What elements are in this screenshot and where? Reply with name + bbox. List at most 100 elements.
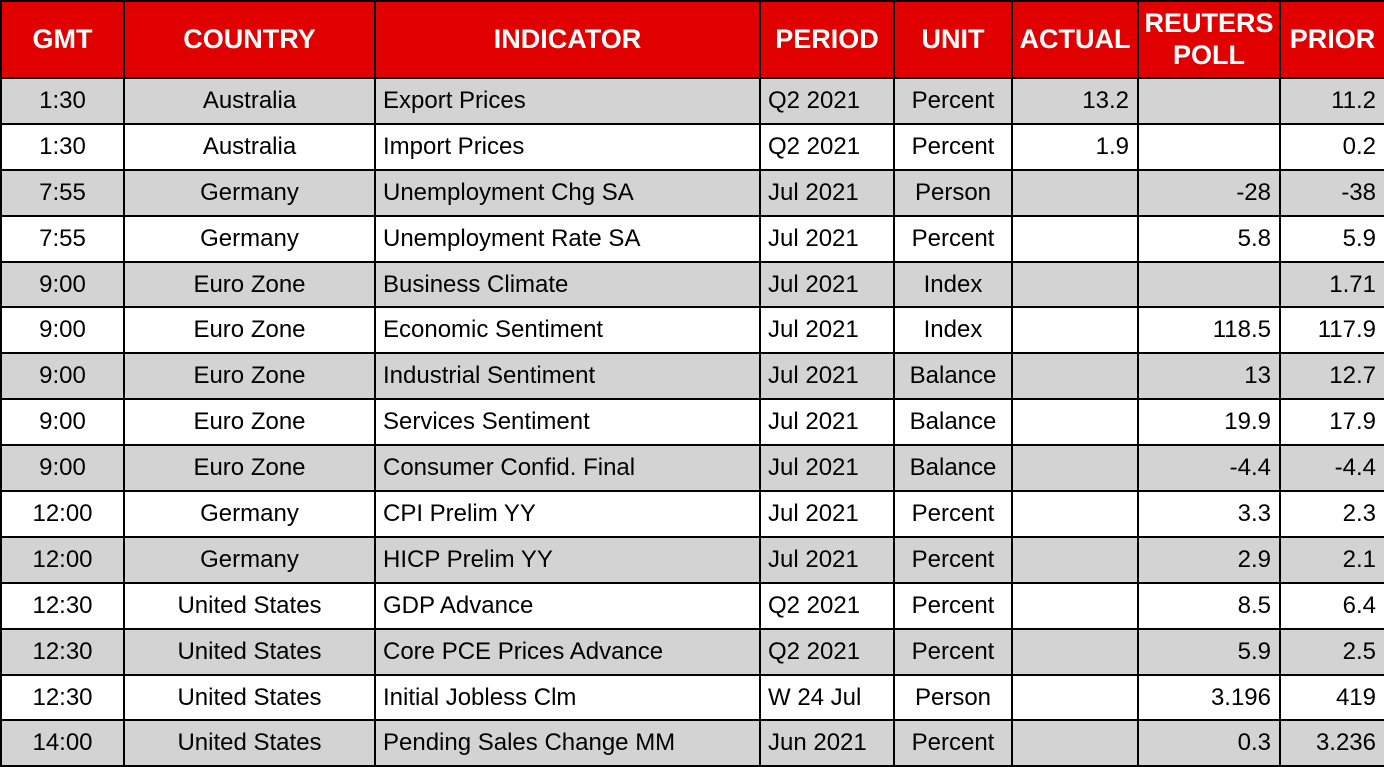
table-cell: 5.9 xyxy=(1137,627,1281,676)
table-cell xyxy=(1011,490,1139,538)
table-cell xyxy=(1011,444,1139,493)
table-cell: Jul 2021 xyxy=(759,398,895,447)
table-row: 9:00 Euro Zone Consumer Confid. Final Jul 2… xyxy=(0,444,1384,493)
table-cell: 419 xyxy=(1279,673,1384,722)
table-cell: Jul 2021 xyxy=(759,352,895,401)
table-cell: 12:00 xyxy=(0,490,125,538)
table-row: 12:00 Germany CPI Prelim YY Jul 2021 Percent… xyxy=(0,490,1384,538)
table-cell: 2.5 xyxy=(1279,627,1384,676)
column-header-reuters-poll: REUTERS POLL xyxy=(1137,0,1281,79)
table-cell: Balance xyxy=(893,352,1013,401)
table-row: 12:00 Germany HICP Prelim YY Jul 2021 Percen… xyxy=(0,535,1384,584)
table-cell: Germany xyxy=(123,535,376,584)
table-row: 1:30 Australia Export Prices Q2 2021 Percent… xyxy=(0,77,1384,125)
table-cell: Balance xyxy=(893,444,1013,493)
table-cell: Q2 2021 xyxy=(759,77,895,125)
table-cell: -4.4 xyxy=(1137,444,1281,493)
table-row: 9:00 Euro Zone Industrial Sentiment Jul 202… xyxy=(0,352,1384,401)
table-cell: Index xyxy=(893,306,1013,355)
table-cell: 3.236 xyxy=(1279,719,1384,767)
table-cell: 0.3 xyxy=(1137,719,1281,767)
table-cell: Jul 2021 xyxy=(759,260,895,309)
table-cell: Percent xyxy=(893,719,1013,767)
table-cell xyxy=(1011,260,1139,309)
table-cell: Germany xyxy=(123,168,376,217)
table-cell: Export Prices xyxy=(374,77,761,125)
table-cell: 117.9 xyxy=(1279,306,1384,355)
table-cell: 12:30 xyxy=(0,627,125,676)
table-cell: Percent xyxy=(893,581,1013,630)
table-cell: Jun 2021 xyxy=(759,719,895,767)
table-cell: Euro Zone xyxy=(123,444,376,493)
table-cell: United States xyxy=(123,627,376,676)
table-cell: Initial Jobless Clm xyxy=(374,673,761,722)
column-header-actual: ACTUAL xyxy=(1011,0,1139,79)
table-cell: Index xyxy=(893,260,1013,309)
table-cell: Q2 2021 xyxy=(759,627,895,676)
column-header-prior: PRIOR xyxy=(1279,0,1384,79)
table-cell: Industrial Sentiment xyxy=(374,352,761,401)
table-row: 12:30 United States GDP Advance Q2 2021 Perc… xyxy=(0,581,1384,630)
table-cell: W 24 Jul xyxy=(759,673,895,722)
table-cell: 9:00 xyxy=(0,352,125,401)
table-cell: 1:30 xyxy=(0,122,125,171)
table-cell: Balance xyxy=(893,398,1013,447)
table-cell: 11.2 xyxy=(1279,77,1384,125)
table-cell: -38 xyxy=(1279,168,1384,217)
table-cell: Australia xyxy=(123,122,376,171)
table-cell xyxy=(1011,306,1139,355)
table-row: 12:30 United States Core PCE Prices Advanc… xyxy=(0,627,1384,676)
table-cell: Economic Sentiment xyxy=(374,306,761,355)
table-row: 1:30 Australia Import Prices Q2 2021 Percent… xyxy=(0,122,1384,171)
column-header-indicator: INDICATOR xyxy=(374,0,761,79)
table-cell: 9:00 xyxy=(0,398,125,447)
table-cell: -28 xyxy=(1137,168,1281,217)
table-cell: -4.4 xyxy=(1279,444,1384,493)
table-cell xyxy=(1011,581,1139,630)
table-cell: 1.71 xyxy=(1279,260,1384,309)
table-cell xyxy=(1011,168,1139,217)
table-cell xyxy=(1011,352,1139,401)
table-cell: 2.1 xyxy=(1279,535,1384,584)
table-cell: Jul 2021 xyxy=(759,214,895,263)
table-cell: 1:30 xyxy=(0,77,125,125)
table-cell: Core PCE Prices Advance xyxy=(374,627,761,676)
table-cell xyxy=(1011,719,1139,767)
table-cell: Percent xyxy=(893,214,1013,263)
column-header-unit: UNIT xyxy=(893,0,1013,79)
table-cell: Euro Zone xyxy=(123,260,376,309)
table-cell: 3.196 xyxy=(1137,673,1281,722)
table-header: GMT COUNTRY INDICATOR PERIOD UNIT ACTUAL… xyxy=(0,0,1384,79)
table-cell: Jul 2021 xyxy=(759,168,895,217)
table-cell: Jul 2021 xyxy=(759,306,895,355)
table-cell: Jul 2021 xyxy=(759,490,895,538)
table-cell: Percent xyxy=(893,122,1013,171)
table-cell: Services Sentiment xyxy=(374,398,761,447)
header-row: GMT COUNTRY INDICATOR PERIOD UNIT ACTUAL… xyxy=(0,0,1384,79)
table-row: 9:00 Euro Zone Economic Sentiment Jul 2021 I… xyxy=(0,306,1384,355)
table-cell: Q2 2021 xyxy=(759,122,895,171)
table-cell: 12.7 xyxy=(1279,352,1384,401)
table-cell: 2.3 xyxy=(1279,490,1384,538)
table-cell: 8.5 xyxy=(1137,581,1281,630)
table-cell: 2.9 xyxy=(1137,535,1281,584)
table-cell: United States xyxy=(123,581,376,630)
table-cell: Person xyxy=(893,168,1013,217)
table-cell: Business Climate xyxy=(374,260,761,309)
table-cell: Pending Sales Change MM xyxy=(374,719,761,767)
table-cell: Percent xyxy=(893,77,1013,125)
table-cell: Germany xyxy=(123,214,376,263)
table-cell: Jul 2021 xyxy=(759,444,895,493)
table-cell xyxy=(1011,627,1139,676)
table-cell: United States xyxy=(123,719,376,767)
table-cell: 19.9 xyxy=(1137,398,1281,447)
table-cell: 6.4 xyxy=(1279,581,1384,630)
table-cell: HICP Prelim YY xyxy=(374,535,761,584)
table-cell xyxy=(1011,535,1139,584)
table-cell: 12:30 xyxy=(0,581,125,630)
table-row: 7:55 Germany Unemployment Rate SA Jul 2021 P… xyxy=(0,214,1384,263)
table-cell: Unemployment Chg SA xyxy=(374,168,761,217)
table-cell: Percent xyxy=(893,490,1013,538)
table-cell: Unemployment Rate SA xyxy=(374,214,761,263)
table-cell: 7:55 xyxy=(0,214,125,263)
